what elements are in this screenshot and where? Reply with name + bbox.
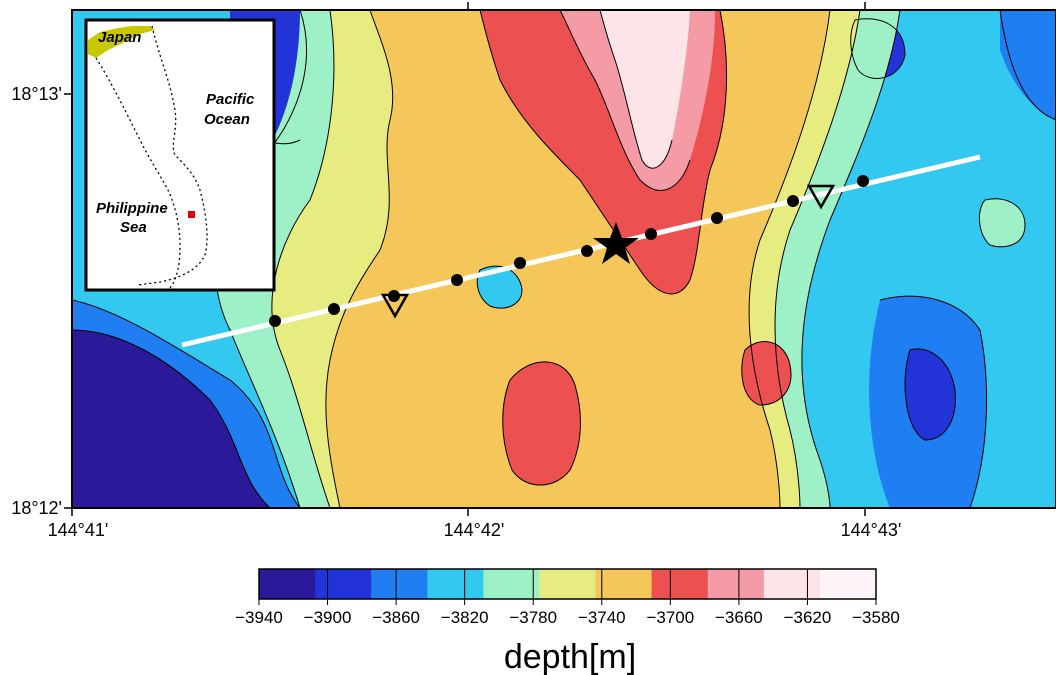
colorbar-tick-label: −3820: [441, 608, 489, 627]
colorbar-tick-label: −3620: [784, 608, 832, 627]
colorbar-cell: [259, 569, 316, 599]
depth-zone-deep-e3: [905, 349, 956, 440]
map-panel: [72, 10, 1056, 508]
colorbar-cells: [259, 569, 877, 599]
colorbar-tick-label: −3860: [372, 608, 420, 627]
station-markers: [269, 175, 869, 327]
colorbar-cell: [371, 569, 428, 599]
station-dot: [645, 228, 657, 240]
station-dot: [451, 274, 463, 286]
inset-label-sea: Sea: [120, 219, 147, 236]
depth-zone-blue-blob-1: [477, 266, 522, 309]
depth-zone-deepest-sw: [72, 330, 270, 508]
colorbar-cell: [819, 569, 877, 599]
lon-label-right: 144°43': [841, 520, 902, 540]
colorbar-ticks: −3940 −3900 −3860 −3820 −3780 −3740 −3700 −3660…: [235, 569, 900, 627]
star-marker: [593, 222, 639, 264]
station-dot: [787, 195, 799, 207]
inset-map: Japan Pacific Ocean Philippine Sea: [84, 18, 276, 292]
depth-zone-red-south: [502, 361, 581, 485]
station-dot: [581, 245, 593, 257]
colorbar-tick-label: −3900: [304, 608, 352, 627]
japan-land: [88, 26, 155, 58]
station-dot: [269, 315, 281, 327]
depth-zone-mid-ne-edge: [1000, 10, 1056, 120]
study-area-marker: [188, 211, 195, 218]
depth-zone-green-blob-e: [979, 198, 1025, 247]
colorbar-title: depth[m]: [504, 638, 636, 675]
triangle-marker-west: [380, 293, 410, 319]
colorbar-cell: [763, 569, 821, 599]
lat-label-top: 18°13': [11, 84, 62, 104]
colorbar-cell: [427, 569, 484, 599]
colorbar-cell: [595, 569, 653, 599]
colorbar-tick-label: −3700: [646, 608, 694, 627]
map-frame: [71, 9, 1056, 509]
lon-label-left: 144°41': [48, 520, 109, 540]
colorbar-tick-label: −3580: [852, 608, 900, 627]
colorbar-cell: [707, 569, 765, 599]
map-ticks: [64, 2, 866, 516]
colorbar: −3940 −3900 −3860 −3820 −3780 −3740 −3700 −3660…: [235, 568, 900, 675]
lat-label-bottom: 18°12': [11, 498, 62, 518]
colorbar-tick-label: −3660: [715, 608, 763, 627]
depth-zone-lightest-peak: [600, 10, 690, 169]
colorbar-cell: [483, 569, 540, 599]
inset-label-ocean: Ocean: [204, 111, 250, 128]
colorbar-tick-label: −3780: [509, 608, 557, 627]
station-dot: [857, 175, 869, 187]
inset-label-pacific: Pacific: [206, 91, 255, 108]
colorbar-cell: [315, 569, 372, 599]
station-dot: [711, 212, 723, 224]
depth-zone-red-east: [741, 341, 791, 405]
inset-frame: [84, 18, 276, 292]
plate-boundaries: [95, 25, 208, 289]
triangle-marker-east: [806, 184, 836, 210]
colorbar-tick-label: −3940: [235, 608, 283, 627]
contour-lines: [72, 10, 1056, 508]
colorbar-cell: [539, 569, 597, 599]
inset-label-japan: Japan: [98, 29, 141, 46]
colorbar-cell: [651, 569, 709, 599]
station-dot: [514, 257, 526, 269]
lon-label-center: 144°42': [444, 520, 505, 540]
station-dot: [328, 303, 340, 315]
inset-label-philippine: Philippine: [96, 200, 168, 217]
colorbar-tick-label: −3740: [578, 608, 626, 627]
